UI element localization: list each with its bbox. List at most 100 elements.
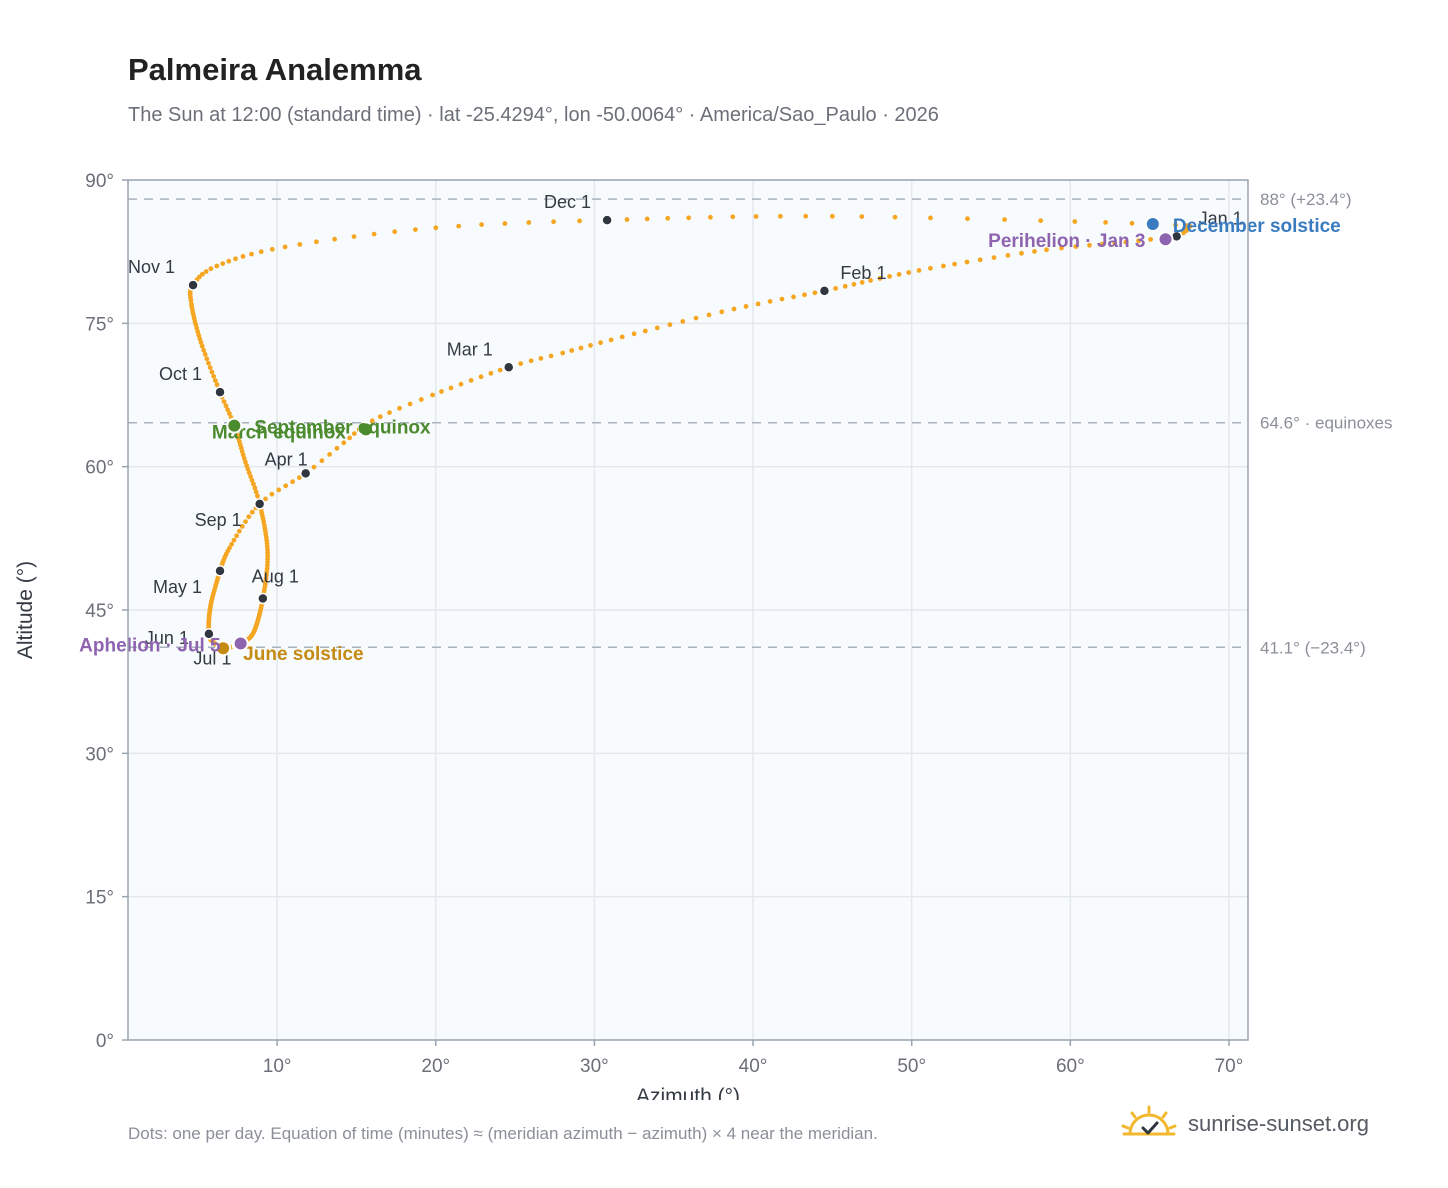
daily-sun-dot <box>551 219 556 225</box>
daily-sun-dot <box>1073 244 1079 249</box>
x-tick-label: 20° <box>421 1056 450 1077</box>
axis-ticks: 10° 20° 30° 40° 50° 60° 70° 0° 15° 30° 45° 60° 75° 90… <box>85 171 1243 1077</box>
month-marker <box>502 361 515 374</box>
daily-sun-dot <box>314 239 319 245</box>
month-marker <box>253 498 266 510</box>
daily-sun-dot <box>377 414 383 420</box>
event-marker <box>215 640 232 657</box>
daily-sun-dot <box>528 358 534 364</box>
chart-title: Palmeira Analemma <box>128 52 422 87</box>
daily-sun-dot <box>198 340 204 345</box>
daily-sun-dot <box>269 246 275 252</box>
daily-sun-dot <box>392 229 398 235</box>
daily-sun-dot <box>1044 247 1049 253</box>
event-label: September equinox <box>254 418 431 439</box>
daily-sun-dot <box>928 265 933 271</box>
month-label: Apr 1 <box>265 449 308 469</box>
daily-sun-dot <box>1103 220 1108 225</box>
daily-sun-dot <box>526 220 532 225</box>
y-tick-label: 15° <box>85 888 114 909</box>
daily-sun-dot <box>743 304 749 309</box>
daily-sun-dot <box>433 225 439 231</box>
daily-sun-dot <box>830 213 835 219</box>
daily-sun-dot <box>812 290 818 296</box>
daily-sun-dot <box>642 328 648 334</box>
daily-sun-dot <box>548 353 554 359</box>
daily-sun-dot <box>207 365 213 370</box>
daily-sun-dot <box>859 280 865 285</box>
daily-sun-dot <box>560 350 566 356</box>
y-axis-label: Altitude (°) <box>14 561 37 659</box>
daily-sun-dot <box>297 475 302 480</box>
daily-sun-dot <box>977 257 983 263</box>
reference-line-label: 64.6° · equinoxes <box>1260 414 1393 433</box>
reference-line-label: 41.1° (−23.4°) <box>1260 638 1366 657</box>
month-label: Oct 1 <box>159 364 202 384</box>
daily-sun-dot <box>209 369 215 375</box>
daily-sun-dot <box>964 259 970 265</box>
daily-sun-dot <box>283 483 289 489</box>
daily-sun-dot <box>755 301 761 307</box>
daily-sun-dot <box>965 216 970 222</box>
month-label: May 1 <box>153 577 202 597</box>
month-label: Mar 1 <box>447 339 493 359</box>
daily-sun-dot <box>249 477 255 483</box>
daily-sun-dot <box>1005 253 1011 258</box>
gridlines <box>128 179 1248 1041</box>
daily-sun-dot <box>196 332 202 338</box>
daily-sun-dot <box>225 407 231 413</box>
y-tick-label: 30° <box>85 744 114 765</box>
daily-sun-dot <box>1173 222 1178 228</box>
month-marker <box>214 565 226 577</box>
daily-sun-dot <box>255 493 260 499</box>
brand-link[interactable]: sunrise-sunset.org <box>1120 1104 1369 1144</box>
daily-sun-dot <box>319 458 325 464</box>
daily-sun-dot <box>1019 250 1024 256</box>
chart-subtitle: The Sun at 12:00 (standard time) · lat -… <box>128 104 939 126</box>
daily-sun-dot <box>430 392 435 398</box>
daily-sun-dot <box>1148 237 1153 242</box>
daily-sun-dot <box>252 485 258 491</box>
daily-sun-dot <box>1136 238 1141 244</box>
daily-sun-dot <box>518 361 524 366</box>
daily-sun-dot <box>753 214 759 219</box>
brand-name: sunrise-sunset.org <box>1188 1111 1369 1136</box>
month-marker <box>818 285 831 297</box>
daily-sun-dot <box>892 214 898 220</box>
daily-sun-dot <box>211 373 217 379</box>
month-label: Nov 1 <box>128 257 175 277</box>
daily-sun-dot <box>407 401 413 407</box>
daily-sun-dot <box>189 301 194 307</box>
daily-sun-dot <box>229 541 235 547</box>
daily-sun-dot <box>538 356 544 361</box>
daily-sun-dot <box>351 431 357 436</box>
daily-sun-dot <box>246 514 252 520</box>
daily-sun-dot <box>204 356 210 362</box>
daily-sun-dot <box>577 218 582 224</box>
daily-sun-dot <box>1032 249 1037 254</box>
daily-sun-dot <box>369 418 375 424</box>
sun-check-icon <box>1121 1105 1177 1136</box>
reference-line-label: 88° (+23.4°) <box>1260 190 1352 209</box>
daily-sun-dot <box>351 234 357 240</box>
daily-sun-dot <box>249 251 254 257</box>
daily-sun-dot <box>802 292 807 298</box>
daily-sun-dot <box>644 216 650 222</box>
daily-sun-dot <box>578 345 584 351</box>
daily-sun-dot <box>456 223 462 229</box>
daily-sun-dot <box>220 261 226 266</box>
daily-sun-dot <box>1129 220 1135 226</box>
daily-sun-dot <box>248 474 254 479</box>
daily-sun-dot <box>282 244 288 250</box>
daily-sun-dot <box>413 227 418 233</box>
daily-sun-dot <box>654 325 660 331</box>
daily-sun-dot <box>387 410 392 415</box>
daily-sun-dot <box>245 466 251 472</box>
month-marker <box>214 386 226 398</box>
daily-sun-dot <box>868 278 873 283</box>
daily-sun-dot <box>197 336 203 342</box>
daily-sun-dot <box>1038 218 1044 224</box>
daily-sun-dot <box>334 445 340 451</box>
daily-sun-dot <box>608 337 614 343</box>
